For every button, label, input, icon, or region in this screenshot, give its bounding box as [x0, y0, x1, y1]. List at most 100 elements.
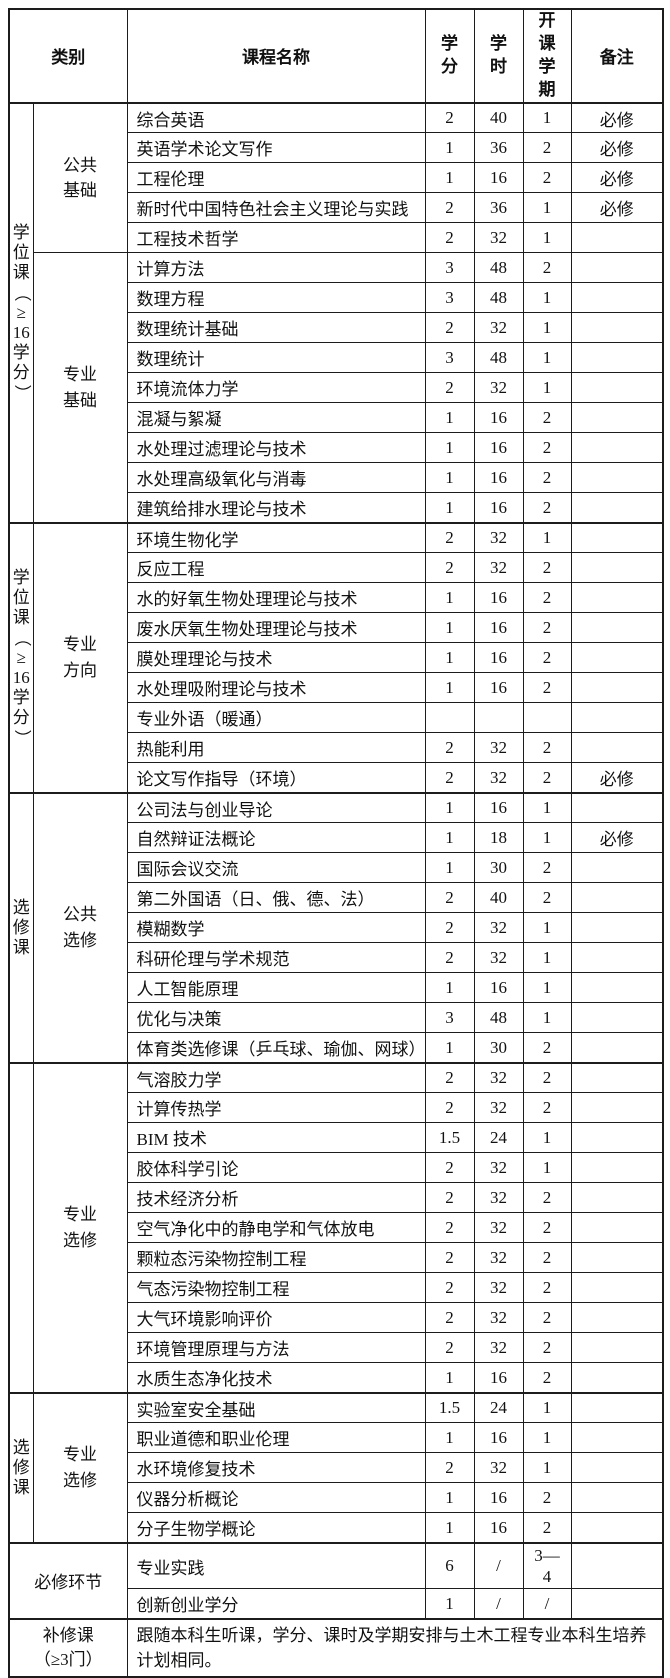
- remark-cell: [570, 1588, 664, 1620]
- semester-cell: 1: [522, 912, 572, 944]
- credits-cell: 2: [424, 521, 475, 554]
- subcategory-label: 公共选修: [63, 905, 97, 950]
- hours-cell: 30: [473, 852, 524, 884]
- hours-cell: /: [473, 1588, 524, 1620]
- credits-cell: 3: [424, 342, 475, 374]
- hours-cell: 32: [473, 1061, 524, 1094]
- semester-cell: 2: [522, 642, 572, 674]
- semester-cell: 2: [522, 1332, 572, 1364]
- course-row: 技术经济分析 2 32 2: [9, 1182, 664, 1214]
- hours-cell: 16: [473, 1362, 524, 1394]
- course-name-cell: 数理统计: [126, 342, 426, 374]
- course-row: 第二外国语（日、俄、德、法） 2 40 2: [9, 882, 664, 914]
- semester-cell: 2: [522, 492, 572, 524]
- col-header-hours: 学时: [473, 8, 524, 104]
- credits-cell: 1.5: [424, 1391, 475, 1424]
- remark-cell: 必修: [570, 822, 664, 854]
- remark-cell: [570, 462, 664, 494]
- hours-cell: 32: [473, 1182, 524, 1214]
- remark-cell: [570, 1422, 664, 1454]
- hours-cell: 24: [473, 1122, 524, 1154]
- course-name-cell: 大气环境影响评价: [126, 1302, 426, 1334]
- semester-cell: 1: [522, 972, 572, 1004]
- remark-cell: [570, 1122, 664, 1154]
- semester-cell: 1: [522, 1152, 572, 1184]
- category-label: 选修课: [12, 1437, 30, 1497]
- course-name-cell: 计算传热学: [126, 1092, 426, 1124]
- hours-cell: 32: [473, 912, 524, 944]
- hours-cell: 32: [473, 521, 524, 554]
- semester-cell: 1: [522, 372, 572, 404]
- col-header-remarks: 备注: [570, 8, 664, 104]
- course-name-cell: 综合英语: [126, 101, 426, 134]
- category-cell: 选修课: [8, 1391, 34, 1544]
- remark-cell: [570, 1182, 664, 1214]
- course-name-cell: 废水厌氧生物处理理论与技术: [126, 612, 426, 644]
- credits-cell: 1.5: [424, 1122, 475, 1154]
- remark-cell: [570, 342, 664, 374]
- remark-cell: [570, 972, 664, 1004]
- semester-cell: 2: [522, 1182, 572, 1214]
- semester-cell: 1: [522, 1122, 572, 1154]
- hours-cell: 48: [473, 342, 524, 374]
- hours-cell: /: [473, 1541, 524, 1590]
- course-row: BIM 技术 1.5 24 1: [9, 1122, 664, 1154]
- credits-cell: 1: [424, 402, 475, 434]
- semester-cell: 2: [522, 732, 572, 764]
- supplementary-label: （≥3门）: [33, 1649, 103, 1669]
- remark-cell: [570, 402, 664, 434]
- remark-cell: [570, 1061, 664, 1094]
- semester-cell: 2: [522, 852, 572, 884]
- semester-cell: 2: [522, 762, 572, 794]
- semester-cell: 2: [522, 1512, 572, 1544]
- remark-cell: [570, 791, 664, 824]
- course-name-cell: 优化与决策: [126, 1002, 426, 1034]
- semester-cell: 1: [522, 1002, 572, 1034]
- semester-cell: 2: [522, 1302, 572, 1334]
- remark-cell: [570, 1092, 664, 1124]
- remark-cell: [570, 642, 664, 674]
- supplementary-note-cell: 跟随本科生听课，学分、课时及学期安排与土木工程专业本科生培养计划相同。: [126, 1617, 664, 1678]
- hours-cell: 30: [473, 1032, 524, 1064]
- hours-cell: 16: [473, 1512, 524, 1544]
- semester-cell: 2: [522, 672, 572, 704]
- course-name-cell: 工程技术哲学: [126, 222, 426, 254]
- semester-cell: 1: [522, 791, 572, 824]
- credits-cell: 2: [424, 192, 475, 224]
- hours-cell: 32: [473, 732, 524, 764]
- subcategory-label: 专业选修: [63, 1205, 97, 1250]
- credits-cell: 1: [424, 642, 475, 674]
- hours-cell: 32: [473, 372, 524, 404]
- credits-cell: 1: [424, 132, 475, 164]
- credits-cell: 2: [424, 732, 475, 764]
- semester-cell: 1: [522, 222, 572, 254]
- course-name-cell: 膜处理理论与技术: [126, 642, 426, 674]
- semester-cell: 2: [522, 252, 572, 284]
- remark-cell: [570, 521, 664, 554]
- hours-cell: 32: [473, 1302, 524, 1334]
- hours-cell: 16: [473, 162, 524, 194]
- hours-cell: 32: [473, 1092, 524, 1124]
- credits-cell: 1: [424, 582, 475, 614]
- course-name-cell: 数理方程: [126, 282, 426, 314]
- course-name-cell: 计算方法: [126, 252, 426, 284]
- hours-cell: 32: [473, 942, 524, 974]
- hours-cell: 32: [473, 1212, 524, 1244]
- course-name-cell: 颗粒态污染物控制工程: [126, 1242, 426, 1274]
- remark-cell: [570, 372, 664, 404]
- header-row: 类别 课程名称 学分 学时 开课学期 备注: [8, 8, 664, 104]
- course-row: 混凝与絮凝 1 16 2: [9, 402, 664, 434]
- course-name-cell: 建筑给排水理论与技术: [126, 492, 426, 524]
- credits-cell: 2: [424, 1182, 475, 1214]
- course-name-cell: 自然辩证法概论: [126, 822, 426, 854]
- hours-cell: 16: [473, 972, 524, 1004]
- semester-cell: 1: [522, 822, 572, 854]
- credits-cell: 1: [424, 432, 475, 464]
- course-row: 职业道德和职业伦理 1 16 1: [9, 1422, 664, 1454]
- semester-cell: 2: [522, 402, 572, 434]
- hours-cell: 32: [473, 1272, 524, 1304]
- subcategory-cell: 专业方向: [32, 521, 128, 794]
- course-row: 论文写作指导（环境） 2 32 2 必修: [9, 762, 664, 794]
- course-row: 膜处理理论与技术 1 16 2: [9, 642, 664, 674]
